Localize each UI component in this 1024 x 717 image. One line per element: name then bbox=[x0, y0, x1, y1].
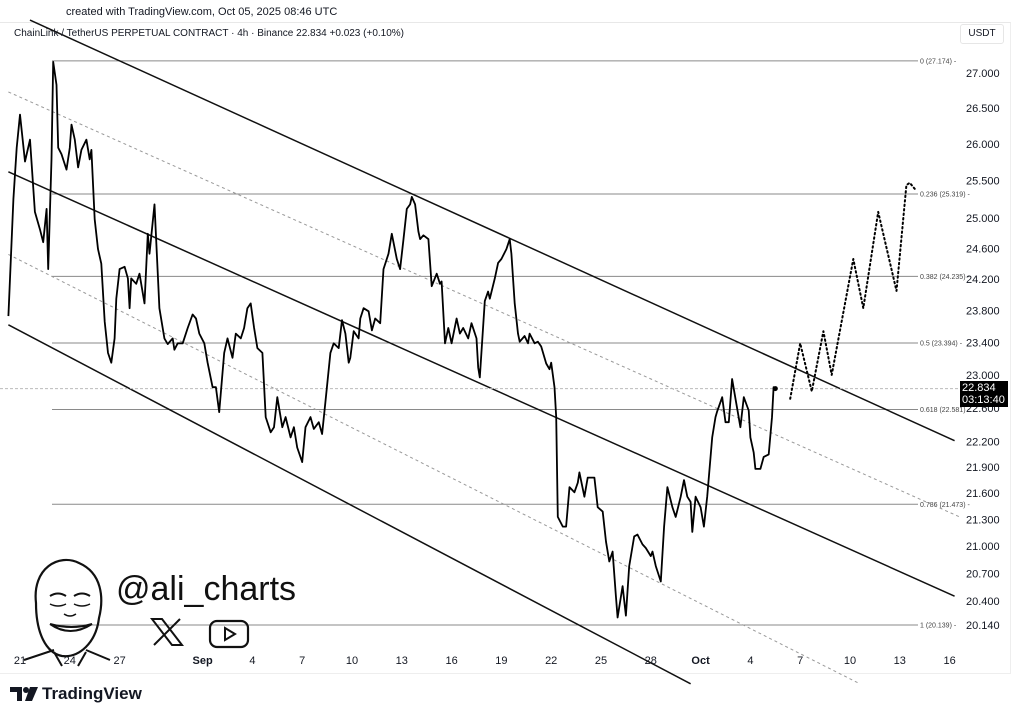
last-price-dot bbox=[772, 386, 778, 392]
currency-button[interactable]: USDT bbox=[960, 24, 1004, 44]
author-handle: @ali_charts bbox=[116, 570, 297, 608]
price-series bbox=[7, 61, 916, 619]
x-tick-label: 13 bbox=[396, 655, 408, 667]
x-tick-label: 7 bbox=[797, 655, 803, 667]
tradingview-logo[interactable]: TradingView bbox=[10, 684, 142, 704]
fib-level-label: 0.5 (23.394) - bbox=[920, 340, 963, 347]
fib-level-label: 0 (27.174) - bbox=[920, 58, 957, 65]
x-tick-label: 28 bbox=[645, 655, 657, 667]
fib-level-label: 0.618 (22.581) - bbox=[920, 407, 970, 414]
y-tick-label: 21.000 bbox=[966, 541, 1000, 553]
y-tick-label: 21.600 bbox=[966, 488, 1000, 500]
y-tick-label: 20.700 bbox=[966, 568, 1000, 580]
x-tick-label: 4 bbox=[747, 655, 753, 667]
y-tick-label: 24.200 bbox=[966, 274, 1000, 286]
current-price-tag: 22.834 03:13:40 bbox=[960, 381, 1008, 407]
x-tick-label: 19 bbox=[495, 655, 507, 667]
fib-retracement: 0 (27.174) - 0.236 (25.319) - 0.382 (24.23… bbox=[52, 58, 970, 630]
created-with-text: created with TradingView.com, Oct 05, 20… bbox=[66, 6, 338, 18]
x-axis: 21 24 27 Sep 4 7 10 13 16 19 22 25 28 Oct 4 7 10 13 16 bbox=[14, 655, 956, 667]
y-tick-label: 23.800 bbox=[966, 306, 1000, 318]
x-tick-label: 22 bbox=[545, 655, 557, 667]
tradingview-brand: TradingView bbox=[42, 684, 142, 703]
forecast-line bbox=[789, 181, 916, 400]
y-tick-label: 26.000 bbox=[966, 139, 1000, 151]
youtube-icon[interactable] bbox=[208, 619, 250, 649]
y-tick-label: 21.900 bbox=[966, 462, 1000, 474]
fib-level-label: 0.786 (21.473) - bbox=[920, 502, 970, 509]
price-line bbox=[7, 61, 776, 619]
x-tick-label: 24 bbox=[64, 655, 76, 667]
y-tick-label: 27.000 bbox=[966, 68, 1000, 80]
y-axis: 27.000 26.500 26.000 25.500 25.000 24.600 24.2… bbox=[966, 68, 1000, 632]
avatar-sketch-icon bbox=[23, 558, 111, 667]
x-tick-label: 7 bbox=[299, 655, 305, 667]
channel-lower-mid-line[interactable] bbox=[8, 253, 861, 685]
current-price-value: 22.834 bbox=[962, 382, 996, 394]
channel-middle-line[interactable] bbox=[8, 171, 955, 597]
x-tick-label: Oct bbox=[691, 655, 710, 667]
x-tick-label: 21 bbox=[14, 655, 26, 667]
x-tick-label: 25 bbox=[595, 655, 607, 667]
x-tick-label: 10 bbox=[844, 655, 856, 667]
channel-lower-line[interactable] bbox=[8, 324, 691, 685]
bar-countdown: 03:13:40 bbox=[962, 394, 1005, 406]
x-logo-icon[interactable] bbox=[150, 617, 184, 647]
x-tick-label: 4 bbox=[249, 655, 255, 667]
x-tick-label: 16 bbox=[445, 655, 457, 667]
y-tick-label: 23.400 bbox=[966, 337, 1000, 349]
chart-panel bbox=[0, 22, 1011, 674]
y-tick-label: 22.200 bbox=[966, 437, 1000, 449]
x-tick-label: 13 bbox=[894, 655, 906, 667]
x-tick-label: 16 bbox=[943, 655, 955, 667]
y-tick-label: 25.500 bbox=[966, 176, 1000, 188]
y-tick-label: 20.140 bbox=[966, 620, 1000, 632]
parallel-channel bbox=[8, 19, 960, 685]
x-tick-label: 27 bbox=[113, 655, 125, 667]
x-tick-label: 10 bbox=[346, 655, 358, 667]
fib-level-label: 1 (20.139) - bbox=[920, 623, 957, 630]
x-tick-label: Sep bbox=[193, 655, 213, 667]
symbol-info[interactable]: ChainLink / TetherUS PERPETUAL CONTRACT … bbox=[14, 28, 405, 39]
y-tick-label: 20.400 bbox=[966, 596, 1000, 608]
tradingview-logo-icon bbox=[10, 687, 38, 701]
fib-level-label: 0.382 (24.235) - bbox=[920, 274, 970, 281]
y-tick-label: 25.000 bbox=[966, 213, 1000, 225]
fib-level-label: 0.236 (25.319) - bbox=[920, 192, 970, 199]
y-tick-label: 26.500 bbox=[966, 103, 1000, 115]
y-tick-label: 24.600 bbox=[966, 243, 1000, 255]
y-tick-label: 21.300 bbox=[966, 515, 1000, 527]
channel-upper-line[interactable] bbox=[29, 19, 955, 442]
y-tick-label: 23.000 bbox=[966, 370, 1000, 382]
